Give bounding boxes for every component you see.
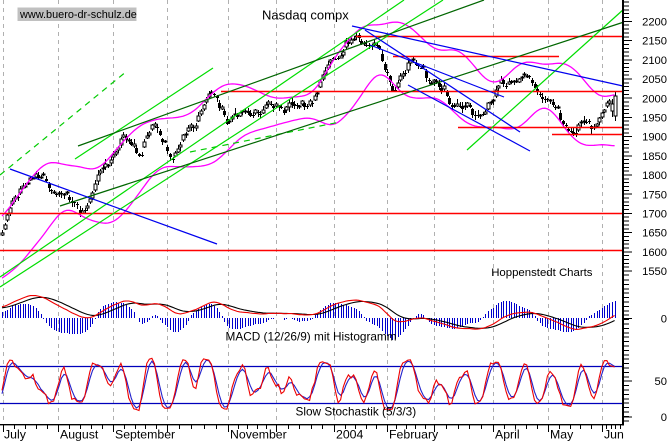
svg-text:July: July	[4, 428, 27, 442]
svg-text:MACD (12/26/9) mit Histogramm: MACD (12/26/9) mit Histogramm	[226, 330, 397, 344]
svg-text:1900: 1900	[642, 132, 667, 144]
svg-text:2150: 2150	[642, 36, 667, 48]
svg-text:May: May	[550, 428, 574, 442]
svg-text:1850: 1850	[642, 151, 667, 163]
svg-text:Jun: Jun	[604, 428, 624, 442]
svg-text:www.buero-dr-schulz.de: www.buero-dr-schulz.de	[19, 9, 137, 21]
svg-text:Nasdaq compx: Nasdaq compx	[262, 8, 349, 23]
svg-text:0: 0	[661, 412, 667, 424]
svg-text:50: 50	[655, 376, 667, 388]
svg-text:1600: 1600	[642, 247, 667, 259]
svg-text:1800: 1800	[642, 170, 667, 182]
svg-text:1950: 1950	[642, 113, 667, 125]
svg-text:1750: 1750	[642, 189, 667, 201]
svg-text:Hoppenstedt Charts: Hoppenstedt Charts	[491, 267, 593, 279]
svg-text:2000: 2000	[642, 93, 667, 105]
svg-text:November: November	[230, 428, 287, 442]
svg-text:2004: 2004	[336, 428, 364, 442]
svg-text:2050: 2050	[642, 74, 667, 86]
svg-text:1700: 1700	[642, 209, 667, 221]
svg-text:September: September	[115, 428, 175, 442]
svg-text:0: 0	[661, 314, 667, 326]
svg-text:Slow Stochastik (5/3/3): Slow Stochastik (5/3/3)	[296, 405, 417, 419]
svg-text:2100: 2100	[642, 55, 667, 67]
svg-text:1550: 1550	[642, 266, 667, 278]
svg-text:February: February	[389, 428, 439, 442]
svg-text:April: April	[495, 428, 520, 442]
svg-text:1650: 1650	[642, 228, 667, 240]
svg-text:2200: 2200	[642, 17, 667, 29]
svg-text:August: August	[60, 428, 99, 442]
